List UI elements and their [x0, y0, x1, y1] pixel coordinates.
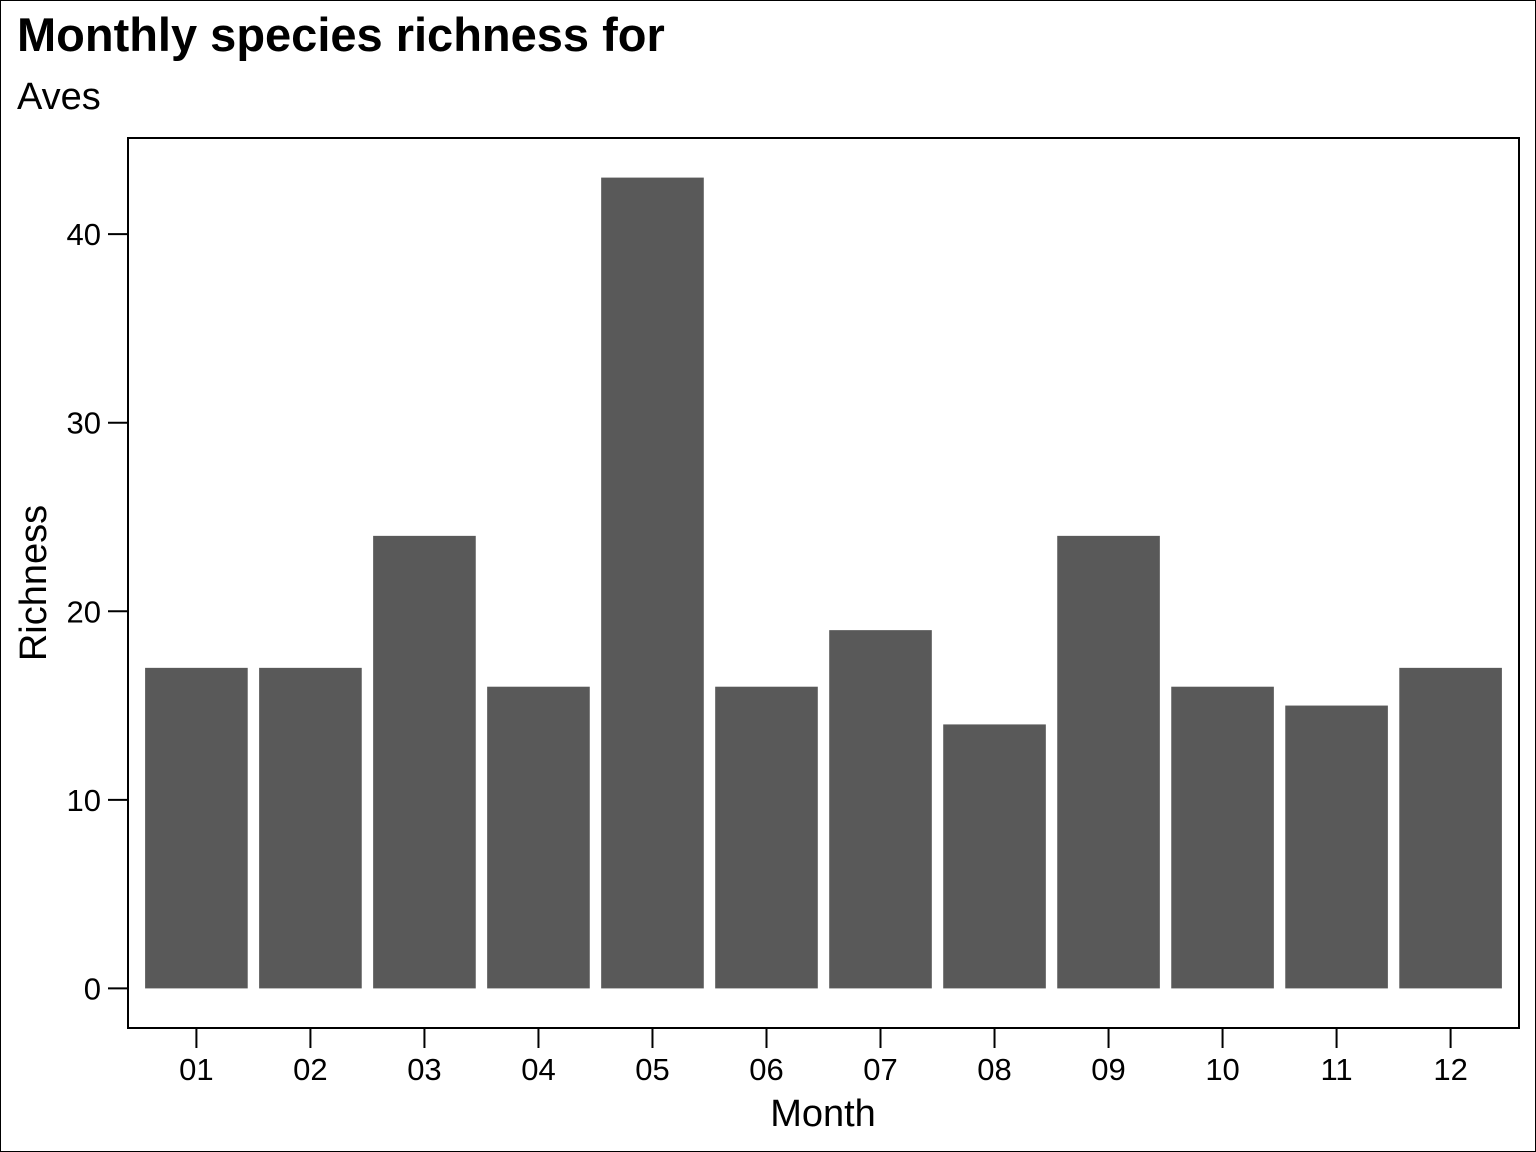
- x-tick-label: 03: [407, 1052, 441, 1087]
- y-axis: 0 10 20 30 40: [67, 217, 128, 1006]
- chart-subtitle: Aves: [17, 76, 101, 118]
- bar-10: [1171, 686, 1274, 989]
- y-tick-label: 20: [67, 594, 101, 629]
- bar-11: [1285, 705, 1388, 989]
- y-axis-label: Richness: [13, 505, 55, 661]
- bar-05: [601, 177, 704, 989]
- y-tick-label: 40: [67, 217, 101, 252]
- bar-12: [1399, 667, 1502, 989]
- x-tick-label: 09: [1091, 1052, 1125, 1087]
- bar-02: [259, 667, 362, 989]
- x-tick-label: 04: [521, 1052, 555, 1087]
- bars-layer: [145, 177, 1502, 989]
- chart-title: Monthly species richness for: [17, 8, 665, 61]
- bar-07: [829, 630, 932, 989]
- bar-03: [373, 535, 476, 989]
- y-tick-label: 10: [67, 783, 101, 818]
- bar-06: [715, 686, 818, 989]
- x-tick-label: 11: [1320, 1052, 1352, 1087]
- y-tick-label: 0: [84, 971, 101, 1006]
- x-tick-label: 05: [635, 1052, 669, 1087]
- bar-04: [487, 686, 590, 989]
- y-tick-label: 30: [67, 406, 101, 441]
- x-tick-label: 08: [977, 1052, 1011, 1087]
- bar-09: [1057, 535, 1160, 989]
- x-tick-label: 02: [293, 1052, 327, 1087]
- x-axis-label: Month: [770, 1093, 876, 1135]
- x-tick-label: 12: [1433, 1052, 1467, 1087]
- bar-01: [145, 667, 248, 989]
- plot-panel-border: [127, 137, 1520, 1029]
- bar-08: [943, 724, 1046, 989]
- x-tick-label: 01: [179, 1052, 213, 1087]
- x-tick-label: 10: [1205, 1052, 1239, 1087]
- x-tick-label: 06: [749, 1052, 783, 1087]
- x-axis: 01 02 03 04 05 06 07 08 09 10 11 12: [179, 1028, 1468, 1087]
- x-tick-label: 07: [863, 1052, 897, 1087]
